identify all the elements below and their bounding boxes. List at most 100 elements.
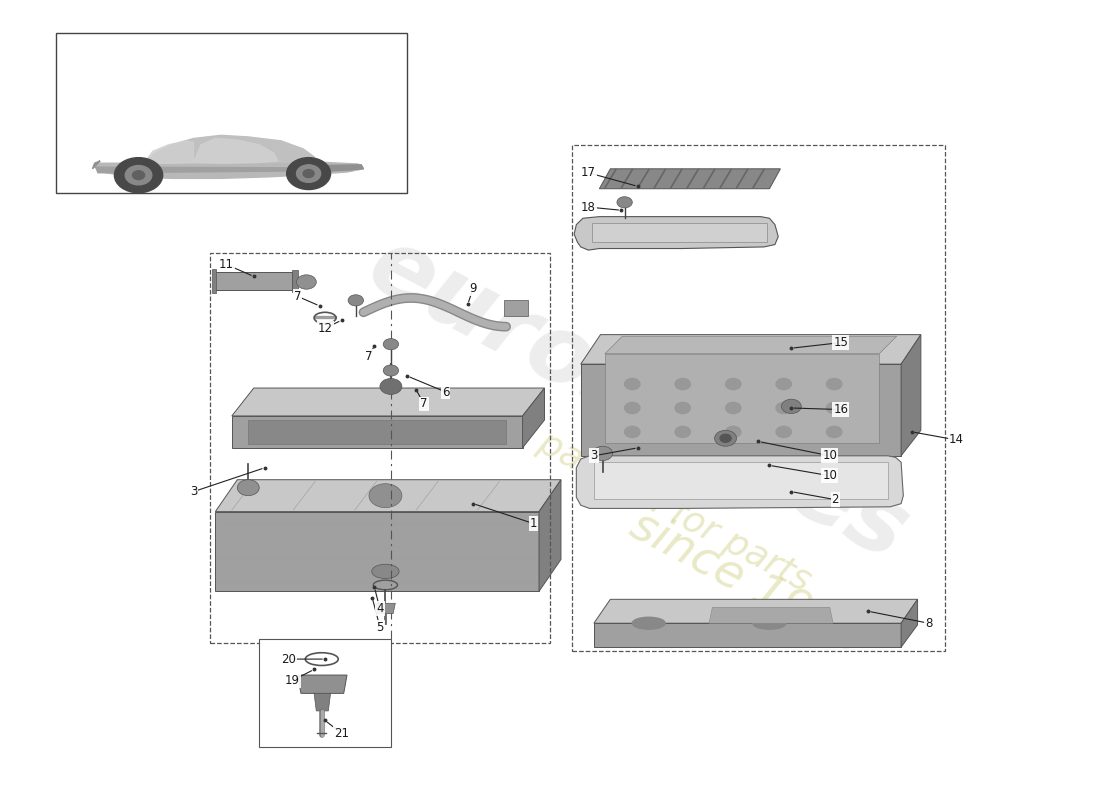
Text: 8: 8 [925, 617, 932, 630]
Polygon shape [901, 334, 921, 456]
Text: 3: 3 [189, 485, 197, 498]
Bar [56, 34, 407, 193]
Polygon shape [600, 169, 780, 189]
Polygon shape [581, 334, 921, 364]
Polygon shape [212, 270, 217, 293]
Circle shape [304, 170, 315, 178]
Polygon shape [293, 270, 298, 292]
Circle shape [781, 399, 801, 414]
Polygon shape [605, 336, 896, 354]
Circle shape [826, 426, 842, 438]
Circle shape [675, 426, 691, 438]
Polygon shape [375, 603, 395, 614]
Polygon shape [504, 300, 528, 316]
Polygon shape [96, 167, 352, 173]
Circle shape [726, 426, 741, 438]
Polygon shape [574, 217, 778, 250]
Circle shape [625, 426, 640, 438]
Text: 14: 14 [948, 434, 964, 446]
Circle shape [720, 434, 732, 442]
Polygon shape [592, 223, 767, 242]
Circle shape [776, 426, 791, 438]
Circle shape [726, 402, 741, 414]
Text: 5: 5 [376, 621, 384, 634]
Polygon shape [594, 462, 888, 499]
Text: a passion for parts: a passion for parts [503, 410, 816, 598]
Text: 9: 9 [470, 282, 477, 295]
Circle shape [826, 378, 842, 390]
Text: 21: 21 [334, 726, 349, 740]
Text: 12: 12 [318, 322, 332, 334]
Circle shape [348, 294, 363, 306]
Polygon shape [605, 354, 879, 443]
Text: 15: 15 [834, 336, 848, 349]
Circle shape [776, 402, 791, 414]
Circle shape [675, 378, 691, 390]
Text: 20: 20 [282, 653, 296, 666]
Circle shape [593, 446, 613, 461]
Text: 1: 1 [530, 517, 537, 530]
Polygon shape [581, 364, 901, 456]
Polygon shape [539, 480, 561, 591]
Polygon shape [232, 416, 522, 448]
Polygon shape [95, 162, 363, 178]
Circle shape [776, 378, 791, 390]
Bar [260, 639, 390, 746]
Polygon shape [92, 161, 100, 169]
Ellipse shape [632, 618, 666, 630]
Polygon shape [312, 165, 363, 172]
Text: 7: 7 [294, 290, 301, 303]
Text: 6: 6 [442, 386, 450, 398]
Text: 10: 10 [823, 470, 837, 482]
Circle shape [114, 158, 163, 193]
Circle shape [726, 378, 741, 390]
Text: 10: 10 [823, 450, 837, 462]
Text: 17: 17 [581, 166, 596, 179]
Text: 4: 4 [376, 602, 384, 615]
Circle shape [675, 402, 691, 414]
Polygon shape [216, 480, 561, 512]
Circle shape [383, 365, 398, 376]
Circle shape [132, 170, 144, 179]
Text: 7: 7 [420, 398, 428, 410]
Polygon shape [194, 138, 278, 163]
Polygon shape [710, 607, 833, 623]
Polygon shape [315, 694, 331, 711]
Text: 3: 3 [591, 450, 597, 462]
Circle shape [238, 480, 260, 496]
Text: 18: 18 [581, 201, 596, 214]
Bar [572, 145, 945, 651]
Circle shape [625, 378, 640, 390]
Text: 7: 7 [365, 350, 373, 362]
Ellipse shape [754, 618, 785, 630]
Circle shape [125, 166, 152, 185]
Circle shape [383, 338, 398, 350]
Text: 16: 16 [834, 403, 848, 416]
Bar [210, 253, 550, 643]
Circle shape [826, 402, 842, 414]
Text: since 1985: since 1985 [623, 503, 872, 664]
Polygon shape [232, 388, 544, 416]
Polygon shape [594, 599, 917, 623]
Polygon shape [594, 623, 901, 647]
Ellipse shape [372, 564, 399, 578]
Polygon shape [249, 420, 506, 444]
Circle shape [625, 402, 640, 414]
Circle shape [297, 165, 321, 182]
Circle shape [379, 378, 401, 394]
Circle shape [368, 484, 402, 508]
Circle shape [715, 430, 737, 446]
Circle shape [297, 275, 317, 289]
Polygon shape [144, 135, 315, 163]
Polygon shape [298, 675, 346, 694]
Polygon shape [576, 456, 903, 509]
Text: 2: 2 [832, 493, 839, 506]
Circle shape [617, 197, 632, 208]
Text: eurospares: eurospares [352, 219, 923, 581]
Text: 11: 11 [219, 258, 234, 271]
Polygon shape [216, 512, 539, 591]
Circle shape [287, 158, 331, 190]
Text: 19: 19 [285, 674, 299, 687]
Polygon shape [216, 273, 293, 290]
Polygon shape [901, 599, 917, 647]
